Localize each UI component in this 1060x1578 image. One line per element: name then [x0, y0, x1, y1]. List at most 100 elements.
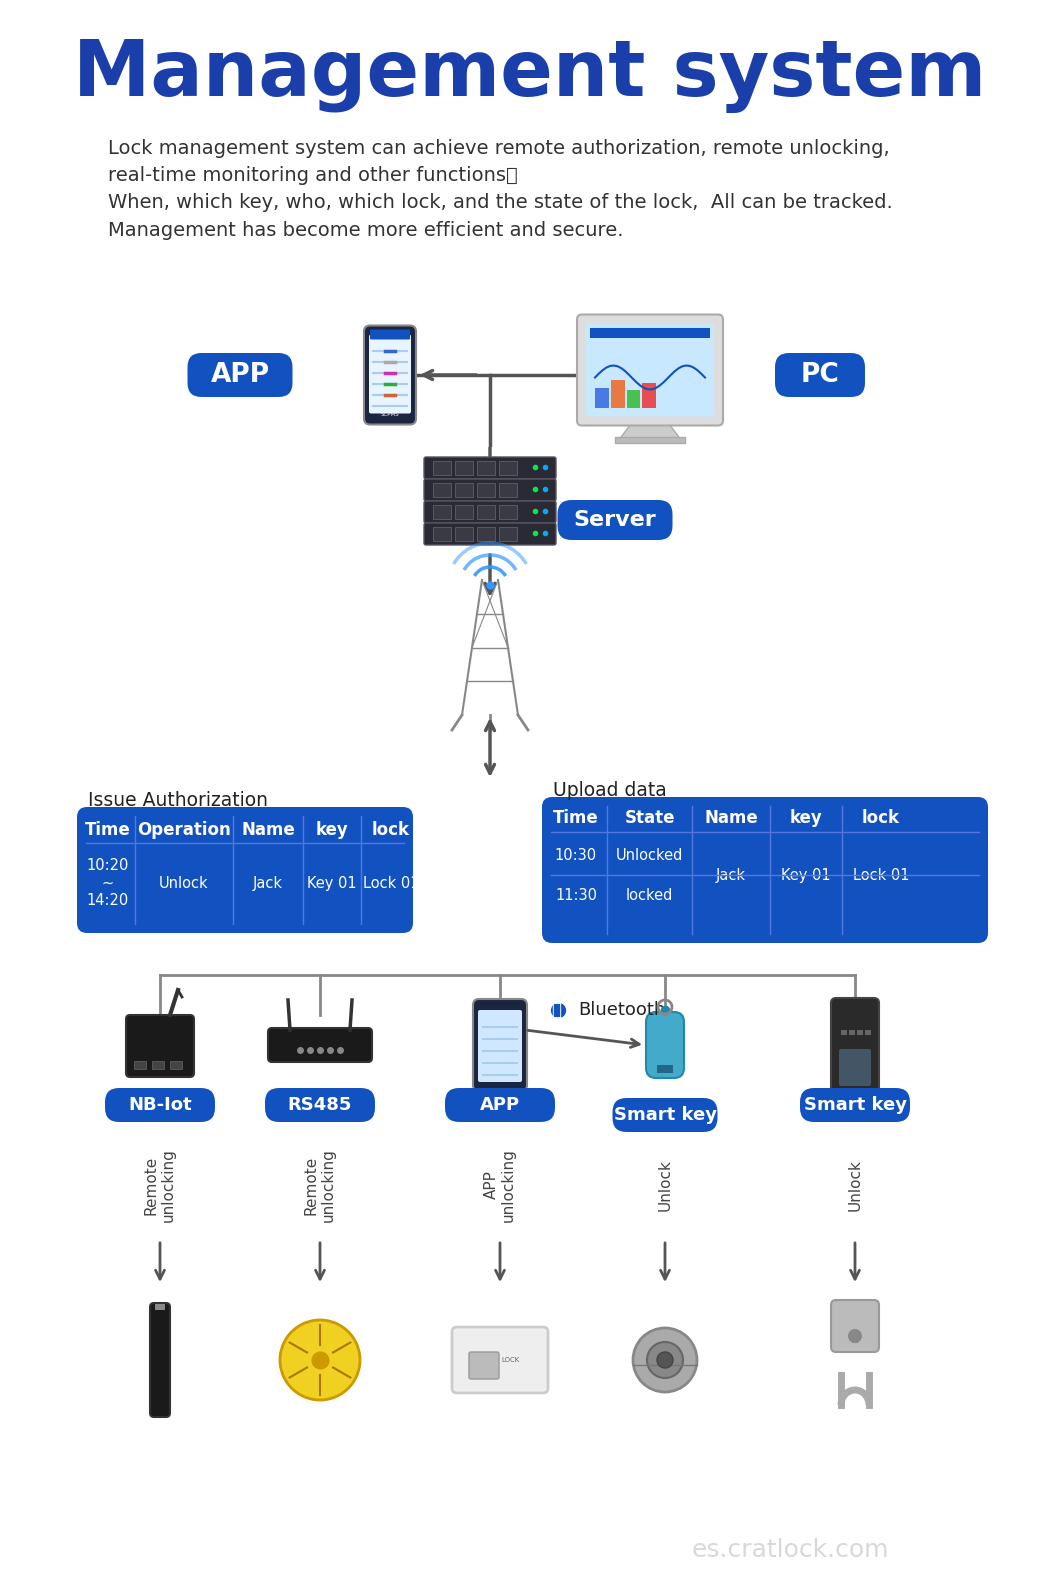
FancyBboxPatch shape — [586, 323, 714, 417]
Bar — [856, 1030, 863, 1035]
Bar — [499, 483, 517, 497]
Text: Jack: Jack — [716, 868, 746, 882]
Text: State: State — [624, 810, 675, 827]
Text: real-time monitoring and other functions。: real-time monitoring and other functions… — [108, 166, 517, 185]
Text: Lock 01: Lock 01 — [852, 868, 909, 882]
Bar — [134, 1060, 146, 1068]
Text: Unlock: Unlock — [657, 1160, 672, 1210]
Text: 11:30: 11:30 — [555, 887, 597, 903]
Text: Name: Name — [241, 821, 295, 839]
Text: es.cratlock.com: es.cratlock.com — [691, 1539, 888, 1562]
Bar — [432, 461, 450, 475]
FancyBboxPatch shape — [424, 458, 556, 480]
Bar — [455, 483, 473, 497]
Bar — [477, 483, 495, 497]
FancyBboxPatch shape — [478, 1010, 522, 1083]
Text: PC: PC — [800, 361, 840, 388]
FancyBboxPatch shape — [370, 330, 410, 339]
Bar — [611, 379, 624, 407]
Text: LOCK: LOCK — [501, 1357, 519, 1363]
FancyBboxPatch shape — [151, 1303, 170, 1417]
Text: 10:20
~
14:20: 10:20 ~ 14:20 — [86, 858, 128, 907]
Text: lock: lock — [862, 810, 900, 827]
Bar — [455, 505, 473, 519]
Bar — [657, 1065, 673, 1073]
Circle shape — [633, 1329, 697, 1392]
Bar — [499, 505, 517, 519]
FancyBboxPatch shape — [840, 1049, 871, 1086]
Bar — [432, 527, 450, 541]
FancyBboxPatch shape — [613, 1098, 718, 1131]
FancyBboxPatch shape — [646, 1011, 684, 1078]
Text: Smart key: Smart key — [803, 1097, 906, 1114]
FancyBboxPatch shape — [424, 480, 556, 500]
FancyBboxPatch shape — [469, 1352, 499, 1379]
Bar — [432, 483, 450, 497]
Text: SCPMS: SCPMS — [381, 412, 400, 417]
FancyBboxPatch shape — [558, 500, 672, 540]
Bar — [615, 437, 685, 442]
FancyBboxPatch shape — [542, 797, 988, 944]
Text: APP: APP — [211, 361, 269, 388]
Text: Management system: Management system — [73, 36, 987, 114]
Bar — [590, 328, 710, 338]
Text: Name: Name — [704, 810, 758, 827]
Text: Jack: Jack — [253, 876, 283, 890]
Bar — [626, 390, 640, 407]
Polygon shape — [620, 423, 681, 439]
Bar — [595, 388, 608, 407]
Circle shape — [647, 1341, 683, 1378]
FancyBboxPatch shape — [445, 1087, 555, 1122]
Bar — [841, 1030, 847, 1035]
FancyBboxPatch shape — [369, 335, 411, 413]
Bar — [865, 1030, 871, 1035]
Circle shape — [848, 1329, 862, 1343]
Bar — [455, 461, 473, 475]
FancyBboxPatch shape — [577, 314, 723, 426]
Bar — [499, 527, 517, 541]
FancyBboxPatch shape — [105, 1087, 215, 1122]
Text: APP: APP — [480, 1097, 520, 1114]
Text: Key 01: Key 01 — [307, 876, 357, 890]
FancyBboxPatch shape — [126, 1015, 194, 1078]
Bar — [155, 1303, 165, 1310]
FancyBboxPatch shape — [473, 999, 527, 1090]
Text: key: key — [790, 810, 823, 827]
Bar — [477, 505, 495, 519]
Text: Unlock: Unlock — [159, 876, 209, 890]
Text: Unlock: Unlock — [848, 1160, 863, 1210]
FancyBboxPatch shape — [265, 1087, 375, 1122]
Text: Lock 01: Lock 01 — [363, 876, 420, 890]
FancyBboxPatch shape — [831, 997, 879, 1097]
Bar — [477, 461, 495, 475]
Text: Remote
unlocking: Remote unlocking — [144, 1149, 176, 1221]
Bar — [499, 461, 517, 475]
Text: Operation: Operation — [137, 821, 231, 839]
Text: APP
unlocking: APP unlocking — [483, 1149, 516, 1221]
Text: Ⓑ: Ⓑ — [551, 1000, 561, 1019]
FancyBboxPatch shape — [424, 500, 556, 522]
Bar — [849, 1030, 855, 1035]
Bar — [432, 505, 450, 519]
FancyBboxPatch shape — [800, 1087, 909, 1122]
Text: NB-Iot: NB-Iot — [128, 1097, 192, 1114]
FancyBboxPatch shape — [831, 1300, 879, 1352]
Text: Smart key: Smart key — [614, 1106, 717, 1124]
Bar — [170, 1060, 182, 1068]
Bar — [477, 527, 495, 541]
FancyBboxPatch shape — [268, 1027, 372, 1062]
Text: Time: Time — [85, 821, 130, 839]
Text: lock: lock — [372, 821, 410, 839]
Text: locked: locked — [625, 887, 673, 903]
Text: Upload data: Upload data — [553, 781, 667, 800]
Bar — [455, 527, 473, 541]
FancyBboxPatch shape — [452, 1327, 548, 1393]
Text: Remote
unlocking: Remote unlocking — [304, 1149, 336, 1221]
Text: Bluetooth: Bluetooth — [578, 1000, 666, 1019]
FancyBboxPatch shape — [188, 353, 293, 398]
FancyBboxPatch shape — [775, 353, 865, 398]
Circle shape — [280, 1321, 360, 1400]
FancyBboxPatch shape — [424, 522, 556, 544]
Bar — [852, 1333, 858, 1343]
Text: Issue Authorization: Issue Authorization — [88, 791, 268, 810]
